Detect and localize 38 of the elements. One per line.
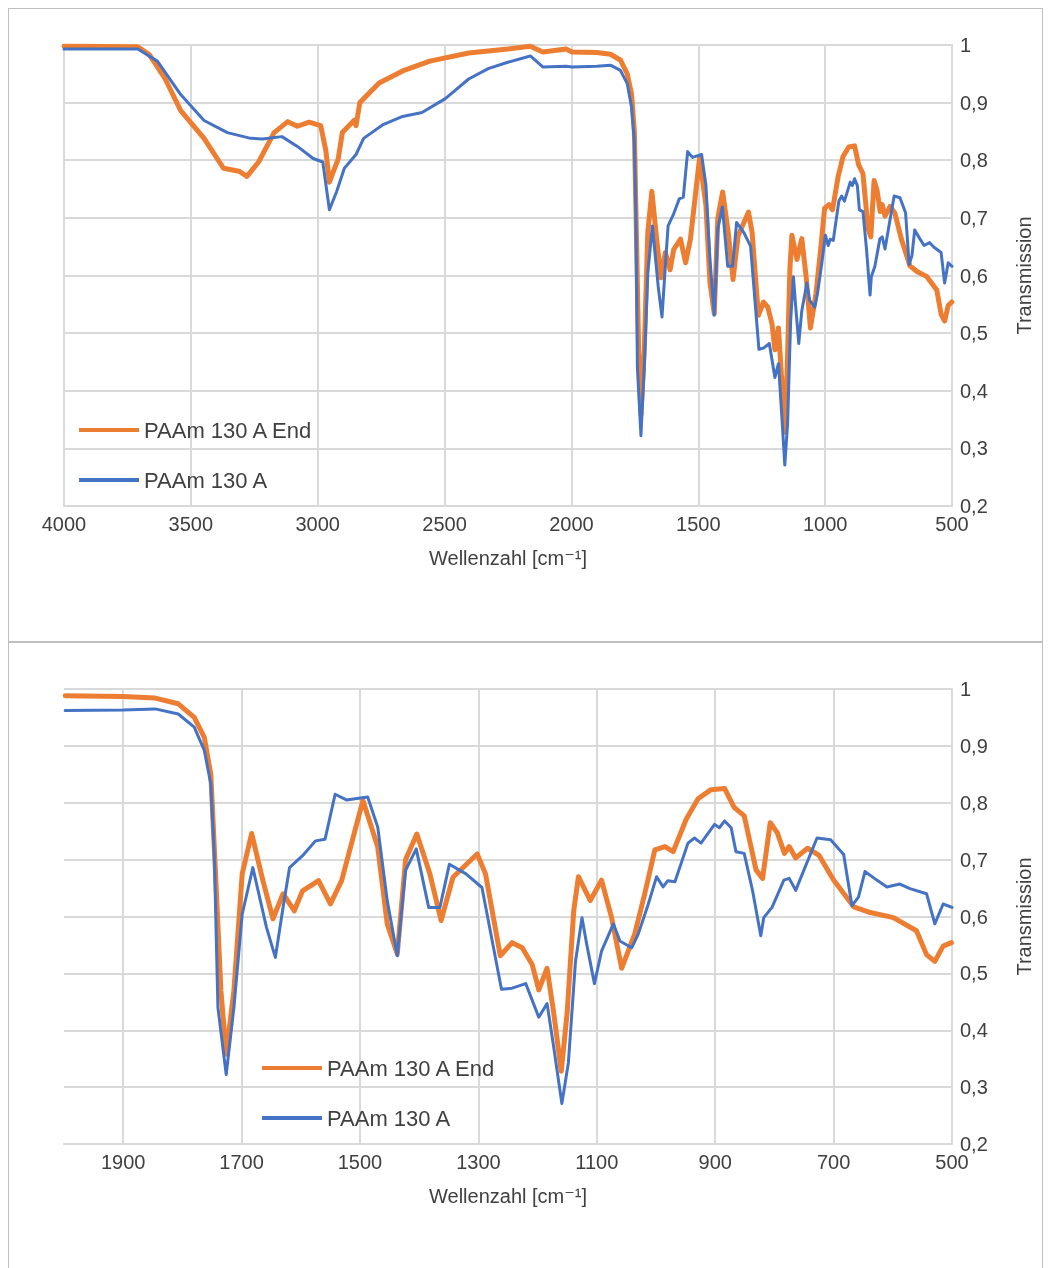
- y-tick-label: 0,9: [960, 91, 988, 114]
- y-tick-label: 0,8: [960, 791, 988, 814]
- y-tick-label: 0,8: [960, 149, 988, 172]
- x-tick-label: 2500: [422, 513, 467, 535]
- y-axis-title: Transmission: [1013, 216, 1035, 335]
- x-tick-label: 2000: [549, 513, 594, 535]
- legend-label: PAAm 130 A: [144, 467, 268, 493]
- x-axis-title: Wellenzahl [cm⁻¹]: [428, 1185, 588, 1207]
- x-tick-label: 3000: [295, 513, 340, 535]
- y-tick-label: 0,3: [960, 1076, 988, 1099]
- y-tick-label: 0,6: [960, 905, 988, 928]
- y-tick-label: 1: [960, 678, 972, 700]
- x-tick-label: 1100: [575, 1151, 619, 1173]
- y-tick-label: 1: [960, 34, 972, 56]
- x-tick-label: 3500: [168, 513, 214, 535]
- x-tick-label: 1500: [676, 513, 721, 535]
- legend-label: PAAm 130 A End: [327, 1055, 495, 1081]
- y-tick-label: 0,6: [960, 264, 988, 287]
- y-tick-label: 0,9: [960, 734, 988, 757]
- y-tick-label: 0,5: [960, 962, 988, 985]
- x-tick-label: 900: [698, 1151, 732, 1173]
- x-tick-label: 4000: [41, 513, 87, 535]
- x-tick-label: 1900: [100, 1151, 146, 1173]
- y-axis-title: Transmission: [1013, 857, 1035, 976]
- x-tick-label: 1300: [456, 1151, 501, 1173]
- x-tick-label: 1000: [802, 513, 848, 535]
- y-tick-label: 0,7: [960, 206, 988, 229]
- legend-label: PAAm 130 A: [327, 1105, 451, 1131]
- x-tick-label: 1700: [219, 1151, 264, 1173]
- y-tick-label: 0,7: [960, 848, 988, 871]
- x-tick-label: 1500: [337, 1151, 383, 1173]
- x-tick-label: 700: [816, 1151, 851, 1173]
- y-tick-label: 0,4: [960, 1019, 988, 1042]
- y-tick-label: 0,3: [960, 437, 988, 460]
- y-tick-label: 0,4: [960, 379, 988, 402]
- x-axis-title: Wellenzahl [cm⁻¹]: [428, 547, 588, 569]
- legend-label: PAAm 130 A End: [144, 417, 312, 443]
- y-tick-label: 0,5: [960, 322, 988, 345]
